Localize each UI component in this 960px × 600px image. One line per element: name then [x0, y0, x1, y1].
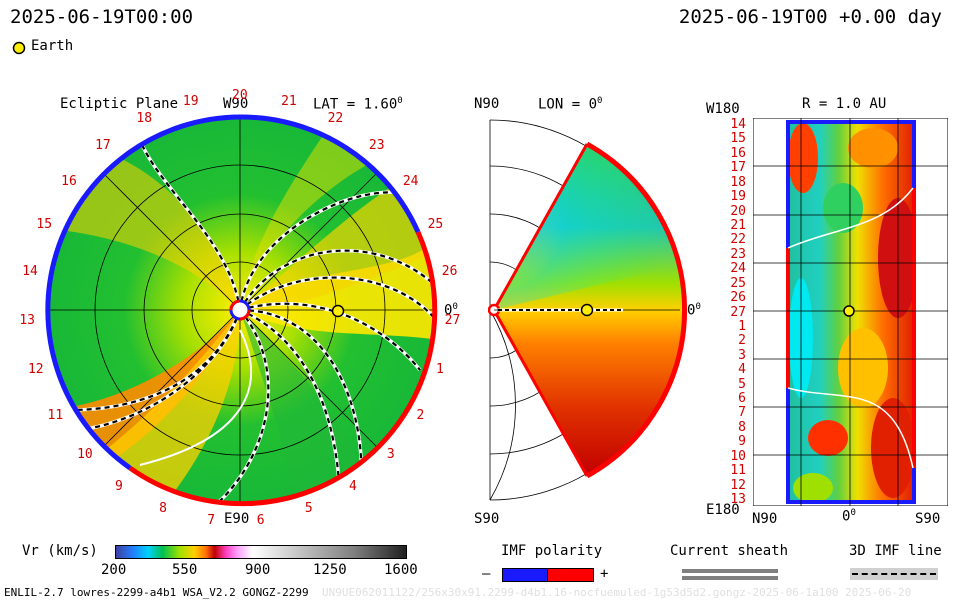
synoptic-y-label: 27: [730, 304, 746, 320]
imf-minus-label: –: [482, 566, 491, 582]
ecliptic-ring-number: 23: [368, 137, 385, 153]
ecliptic-ring-number: 5: [304, 501, 313, 517]
imf-negative-swatch: [502, 568, 548, 582]
synoptic-x-label-s90: S90: [915, 511, 941, 527]
ecliptic-ring-number: 16: [61, 173, 77, 189]
ecliptic-ring-number: 19: [182, 93, 199, 109]
synoptic-y-label: 21: [730, 217, 746, 233]
colorbar-title: Vr (km/s): [22, 543, 98, 559]
earth-marker-synoptic: [843, 305, 855, 317]
meridional-lon-label: LON = 00: [538, 96, 603, 113]
ecliptic-lat-label: LAT = 1.600: [313, 96, 403, 113]
synoptic-x-label-0: 00: [842, 508, 856, 525]
ecliptic-ring-number: 27: [444, 313, 461, 329]
synoptic-y-label: 17: [730, 160, 746, 176]
synoptic-y-label: 13: [730, 492, 746, 507]
ecliptic-ring-number: 25: [427, 216, 444, 232]
ecliptic-ring-number: 20: [232, 88, 248, 103]
synoptic-y-label: 26: [730, 290, 746, 306]
synoptic-y-label: 5: [738, 376, 746, 392]
synoptic-y-label: 14: [730, 117, 746, 132]
colorbar-tick-900: 900: [245, 562, 271, 578]
meridional-right-label: 00: [687, 302, 701, 319]
synoptic-y-label: 18: [730, 174, 746, 190]
ecliptic-ring-number: 14: [22, 264, 38, 279]
colorbar-tick-200: 200: [101, 562, 127, 578]
synoptic-y-label: 12: [730, 477, 746, 493]
ecliptic-ring-number: 8: [159, 501, 167, 517]
ecliptic-ring-number: 24: [402, 173, 419, 189]
imf3d-legend-line: [850, 568, 938, 580]
ecliptic-bottom-label: E90: [224, 511, 250, 527]
earth-marker-ecliptic: [331, 304, 345, 318]
current-sheath-line-1: [682, 569, 778, 573]
ecliptic-ring-number: 22: [327, 110, 344, 126]
ecliptic-ring-number: 7: [207, 512, 216, 528]
imf-positive-swatch: [547, 568, 594, 582]
synoptic-y-label: 4: [738, 362, 746, 378]
colorbar-gradient: [115, 545, 407, 559]
synoptic-y-label: 15: [730, 131, 746, 147]
meridional-plot: [488, 119, 688, 501]
current-sheath-title: Current sheath: [670, 543, 789, 559]
synoptic-y-label: 9: [738, 434, 746, 450]
ecliptic-ring-number: 2: [416, 407, 425, 423]
synoptic-y-label: 22: [730, 232, 746, 248]
ecliptic-ring-number: 3: [386, 447, 395, 463]
ecliptic-ring-number: 17: [95, 137, 111, 153]
synoptic-y-label: 7: [738, 405, 746, 421]
synoptic-y-label: 3: [738, 347, 746, 363]
ecliptic-ring-number: 6: [256, 512, 265, 528]
synoptic-y-label: 24: [730, 261, 746, 277]
imf-plus-label: +: [600, 566, 609, 582]
ecliptic-ring-number: 9: [114, 478, 123, 494]
ecliptic-ring-number: 11: [47, 407, 64, 423]
ecliptic-ring-number: 15: [36, 216, 53, 232]
synoptic-y-label: 1: [738, 318, 746, 334]
synoptic-y-label: 23: [730, 246, 746, 262]
earth-icon: [12, 40, 26, 55]
ecliptic-ring-number: 21: [281, 93, 297, 109]
synoptic-y-label: 20: [730, 203, 746, 219]
synoptic-map: [753, 118, 948, 506]
current-sheath-line-2: [682, 576, 778, 580]
ecliptic-title: Ecliptic Plane: [60, 96, 179, 112]
synoptic-x-label-n90: N90: [752, 511, 778, 527]
footer-run-id: UN9UE062011122/256x30x91.2299-d4b1.16-no…: [322, 586, 912, 599]
ecliptic-top-label: W90: [223, 96, 249, 112]
ecliptic-ring-number: 1: [436, 362, 444, 378]
synoptic-y-label: 19: [730, 189, 746, 205]
synoptic-y-label: 10: [730, 448, 746, 464]
meridional-bottom-label: S90: [474, 511, 500, 527]
ecliptic-ring-number: 26: [441, 264, 458, 279]
timestamp-left: 2025-06-19T00:00: [10, 6, 194, 28]
synoptic-bottom-left-label: E180: [706, 502, 740, 518]
ecliptic-right-label: 00: [444, 302, 458, 319]
meridional-top-label: N90: [474, 96, 500, 112]
synoptic-y-label: 11: [730, 463, 746, 479]
synoptic-top-left-label: W180: [706, 101, 740, 117]
footer-run-info: ENLIL-2.7 lowres-2299-a4b1 WSA_V2.2 GONG…: [4, 586, 309, 599]
synoptic-y-label: 6: [738, 391, 746, 407]
ecliptic-ring-number: 13: [19, 313, 36, 329]
imf-polarity-title: IMF polarity: [501, 543, 603, 559]
ecliptic-ring-number: 4: [349, 478, 357, 494]
ecliptic-ring-number: 10: [77, 447, 93, 463]
ecliptic-ring-number: 18: [136, 110, 153, 126]
ecliptic-ring-number: 12: [27, 362, 44, 378]
timestamp-right: 2025-06-19T00 +0.00 day: [678, 6, 942, 28]
colorbar-tick-1600: 1600: [384, 562, 418, 578]
imf3d-title: 3D IMF line: [849, 543, 942, 559]
colorbar-tick-1250: 1250: [313, 562, 347, 578]
earth-legend-label: Earth: [31, 38, 74, 54]
synoptic-r-label: R = 1.0 AU: [802, 96, 887, 112]
synoptic-y-label: 25: [730, 275, 746, 291]
synoptic-y-label: 8: [738, 419, 746, 435]
synoptic-y-label: 16: [730, 145, 746, 161]
ecliptic-plane-plot: [45, 114, 438, 507]
colorbar-tick-550: 550: [172, 562, 198, 578]
synoptic-y-label: 2: [738, 333, 746, 349]
earth-marker-meridional: [580, 303, 594, 317]
